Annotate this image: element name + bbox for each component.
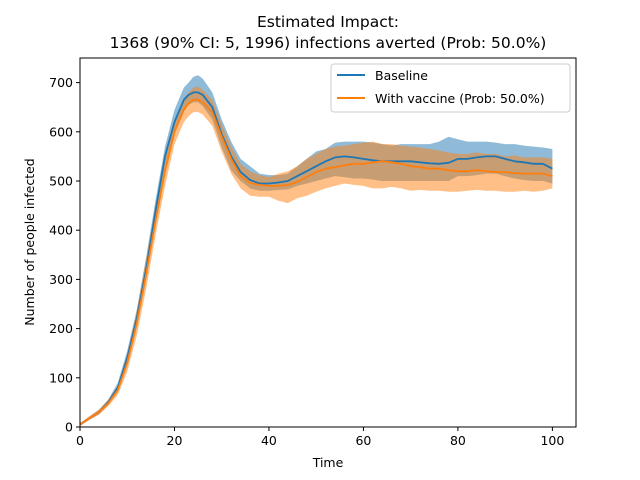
y-axis-ticks: 0 100 200 300 400 500 600 700 xyxy=(49,75,80,435)
y-tick-label: 500 xyxy=(49,174,73,189)
x-axis-label: Time xyxy=(312,455,344,470)
x-tick-label: 80 xyxy=(450,433,466,448)
y-axis-label: Number of people infected xyxy=(22,158,37,325)
x-axis-ticks: 0 20 40 60 80 100 xyxy=(76,427,564,448)
x-tick-label: 100 xyxy=(540,433,564,448)
x-tick-label: 20 xyxy=(167,433,183,448)
y-tick-label: 300 xyxy=(49,272,73,287)
y-tick-label: 700 xyxy=(49,75,73,90)
legend-box xyxy=(330,63,571,113)
y-tick-label: 200 xyxy=(49,321,73,336)
y-tick-label: 600 xyxy=(49,124,73,139)
chart-title-line2: 1368 (90% CI: 5, 1996) infections averte… xyxy=(110,34,547,52)
chart-title-line1: Estimated Impact: xyxy=(257,13,399,31)
plot-area-frame xyxy=(79,57,577,428)
confidence-band-vaccine xyxy=(80,86,553,426)
legend: Baseline With vaccine (Prob: 50.0%) xyxy=(330,63,571,113)
legend-label-vaccine: With vaccine (Prob: 50.0%) xyxy=(375,91,545,106)
x-tick-label: 40 xyxy=(261,433,277,448)
y-tick-label: 0 xyxy=(65,420,73,435)
x-tick-label: 0 xyxy=(76,433,84,448)
legend-label-baseline: Baseline xyxy=(375,68,428,83)
series-lines xyxy=(79,91,553,426)
series-line-vaccine xyxy=(79,98,553,426)
y-tick-label: 400 xyxy=(49,223,73,238)
x-tick-label: 60 xyxy=(355,433,371,448)
y-tick-label: 100 xyxy=(49,370,73,385)
series-line-baseline xyxy=(79,91,553,426)
